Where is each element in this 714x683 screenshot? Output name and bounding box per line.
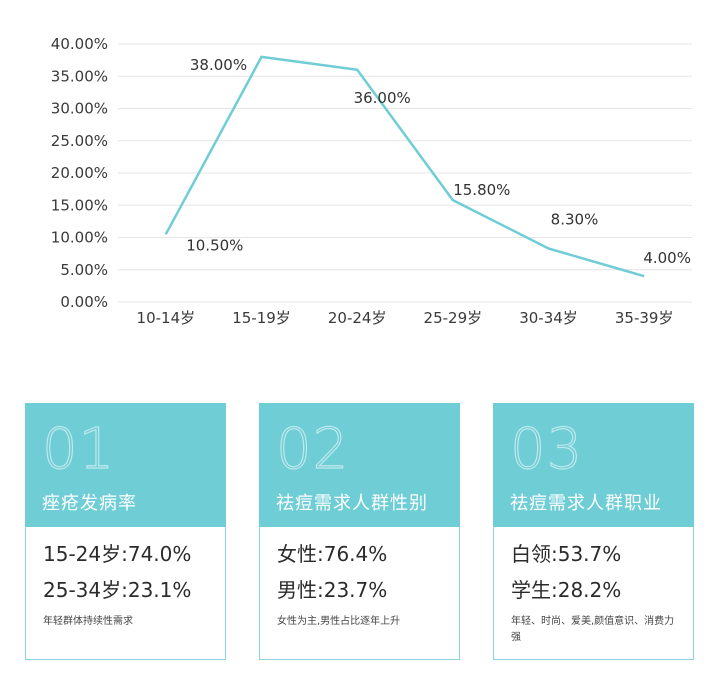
x-tick-label: 10-14岁 bbox=[137, 309, 196, 327]
series-line bbox=[164, 55, 645, 278]
card-note: 女性为主,男性占比逐年上升 bbox=[277, 616, 401, 627]
y-tick-label: 5.00% bbox=[60, 261, 108, 279]
card-title: 痤疮发病率 bbox=[42, 493, 137, 514]
card-stat-secondary: 25-34岁:23.1% bbox=[43, 578, 192, 602]
card-title: 祛痘需求人群性别 bbox=[276, 493, 428, 514]
y-tick-label: 25.00% bbox=[51, 132, 108, 150]
y-tick-label: 40.00% bbox=[51, 35, 108, 53]
card-header: 02 祛痘需求人群性别 bbox=[259, 403, 460, 527]
y-axis-ticks: 0.00% 5.00% 10.00% 15.00% 20.00% 25.00% 30.00%… bbox=[51, 35, 108, 311]
data-label: 10.50% bbox=[186, 236, 243, 254]
y-tick-label: 10.00% bbox=[51, 229, 108, 247]
card-number: 03 bbox=[509, 416, 584, 482]
card-stat-secondary: 学生:28.2% bbox=[511, 578, 622, 602]
card-header: 03 祛痘需求人群职业 bbox=[493, 403, 694, 527]
card-header: 01 痤疮发病率 bbox=[25, 403, 226, 527]
card-stat-primary: 15-24岁:74.0% bbox=[43, 542, 192, 566]
y-tick-label: 0.00% bbox=[60, 293, 108, 311]
data-label: 8.30% bbox=[551, 210, 599, 228]
x-tick-label: 35-39岁 bbox=[615, 309, 674, 327]
data-label: 36.00% bbox=[354, 89, 411, 107]
x-tick-label: 25-29岁 bbox=[424, 309, 483, 327]
y-tick-label: 15.00% bbox=[51, 196, 108, 214]
card-occupation: 03 祛痘需求人群职业 白领:53.7% 学生:28.2% 年轻、时尚、爱美,颜… bbox=[493, 403, 694, 660]
data-label: 15.80% bbox=[453, 181, 510, 199]
data-label: 4.00% bbox=[643, 249, 691, 267]
card-number: 01 bbox=[41, 416, 116, 482]
y-tick-label: 35.00% bbox=[51, 67, 108, 85]
card-note: 年轻、时尚、爱美,颜值意识、消费力强 bbox=[511, 616, 675, 643]
card-title: 祛痘需求人群职业 bbox=[510, 493, 662, 514]
grid-layer bbox=[118, 43, 692, 303]
x-tick-label: 30-34岁 bbox=[519, 309, 578, 327]
card-note: 年轻群体持续性需求 bbox=[43, 616, 133, 627]
x-axis-ticks: 10-14岁 15-19岁 20-24岁 25-29岁 30-34岁 35-39岁 bbox=[137, 309, 674, 327]
card-stat-primary: 女性:76.4% bbox=[277, 542, 388, 566]
y-tick-label: 20.00% bbox=[51, 164, 108, 182]
card-stat-secondary: 男性:23.7% bbox=[277, 578, 388, 602]
x-tick-label: 20-24岁 bbox=[328, 309, 387, 327]
card-acne-incidence: 01 痤疮发病率 15-24岁:74.0% 25-34岁:23.1% 年轻群体持… bbox=[25, 403, 226, 660]
data-labels: 10.50% 38.00% 36.00% 15.80% 8.30% 4.00% bbox=[186, 56, 691, 267]
x-tick-label: 15-19岁 bbox=[232, 309, 291, 327]
line-chart: 0.00% 5.00% 10.00% 15.00% 20.00% 25.00% 30.00%… bbox=[51, 35, 692, 327]
y-tick-label: 30.00% bbox=[51, 100, 108, 118]
card-stat-primary: 白领:53.7% bbox=[511, 542, 622, 566]
data-label: 38.00% bbox=[190, 56, 247, 74]
card-number: 02 bbox=[275, 416, 350, 482]
card-gender: 02 祛痘需求人群性别 女性:76.4% 男性:23.7% 女性为主,男性占比逐… bbox=[259, 403, 460, 660]
